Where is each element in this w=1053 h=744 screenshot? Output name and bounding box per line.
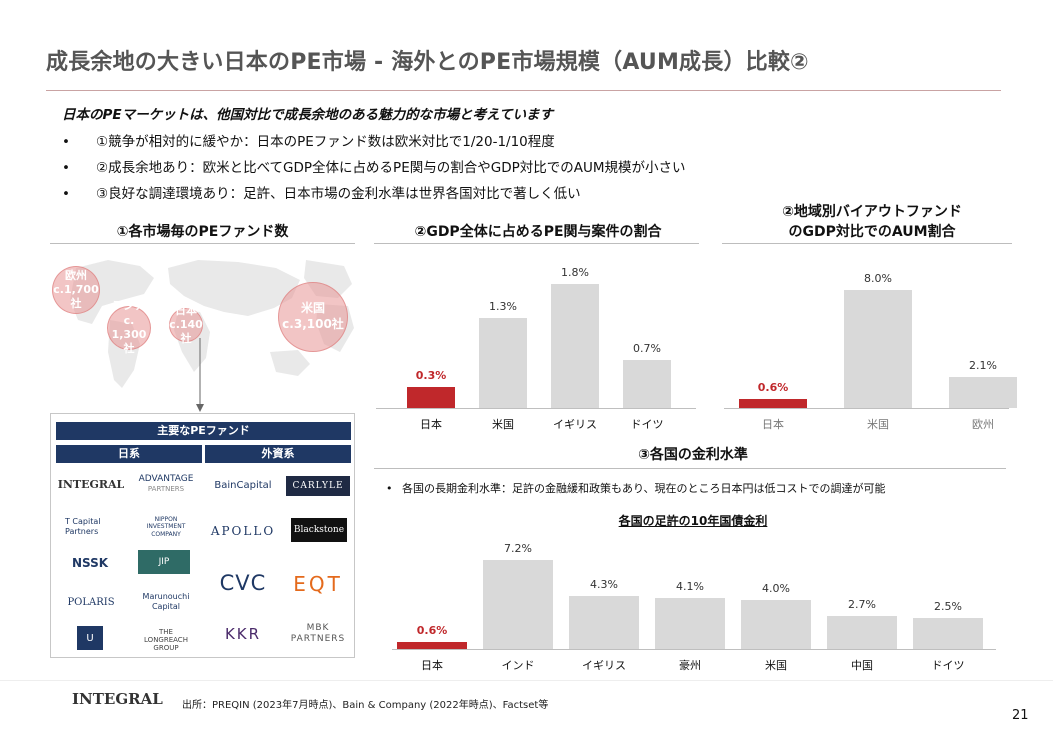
logo-blackstone: Blackstone [291,518,347,542]
logo-integral: INTEGRAL [57,477,125,491]
chart-category-label: 米国 [765,659,787,672]
logo-apollo: APOLLO [210,524,276,538]
chart-value-label: 7.2% [504,542,532,555]
bullet-item: • ③良好な調達環境あり：足許、日本市場の金利水準は世界各国対比で著しく低い [62,186,581,202]
chart-bar [827,615,897,649]
chart-category-label: インド [501,659,535,672]
chart-bar [844,290,912,408]
funds-domestic-header: 日系 [56,445,202,463]
bullet-item: • ①競争が相対的に緩やか：日本のPEファンド数は欧米対比で1/20-1/10程度 [62,134,555,150]
chart-value-label: 4.1% [676,580,704,594]
logo-u-mark: U [77,626,103,650]
chart-bar [483,560,553,649]
chart2-underline [722,243,1012,244]
chart-bar [551,284,599,408]
logo-bain-capital: BainCapital [214,479,272,491]
bubble-japan: 日本 c.140社 [169,303,203,346]
chart1-underline [374,243,699,244]
logo-carlyle: CARLYLE [286,476,350,496]
chart-value-label: 0.6% [416,623,448,637]
logo-t-capital: T Capital Partners [65,517,101,536]
logo-advantage: ADVANTAGE PARTNERS [138,474,194,494]
chart-bar [407,387,455,408]
section3-title: ③各国の金利水準 [638,447,748,463]
logo-jip: JIP [138,550,190,574]
chart-category-label: 日本 [421,659,443,672]
funds-foreign-header: 外資系 [205,445,351,463]
chart-value-label: 1.8% [561,266,589,279]
chart-category-label: ドイツ [931,659,965,672]
chart-bar [569,595,639,649]
chart-category-label: 日本 [420,418,442,431]
page-number: 21 [1012,708,1029,723]
chart-bar [741,599,811,649]
chart-bar [479,318,527,408]
footer-logo: INTEGRAL [72,690,163,708]
chart-value-label: 4.3% [590,577,618,591]
chart-category-label: ドイツ [630,418,664,431]
chart-value-label: 2.5% [934,600,962,614]
chart1-title: ②GDP全体に占めるPE関与案件の割合 [414,224,662,240]
chart-category-label: イギリス [553,418,597,431]
chart-value-label: 4.0% [762,581,790,595]
funds-header: 主要なPEファンド [56,422,351,440]
chart-category-label: 豪州 [679,659,701,672]
chart-value-label: 2.1% [969,359,997,373]
chart-axis-line [724,408,1009,409]
chart-bar [739,399,807,408]
footer-divider [0,680,1053,681]
chart2-title: ②地域別バイアウトファンド のGDP対比でのAUM割合 [782,204,962,240]
logo-eqt: EQT [293,572,343,596]
logo-kkr: KKR [224,625,262,643]
logo-polaris: POLARIS [67,596,115,608]
section1-title: ①各市場毎のPEファンド数 [116,224,289,240]
major-funds-box: 主要なPEファンド 日系 外資系 INTEGRAL ADVANTAGE PARTN… [50,413,355,658]
section3-underline [374,468,1006,469]
chart-bar [655,598,725,649]
chart-value-label: 0.6% [757,381,789,395]
logo-nippon-investment: NIPPON INVESTMENT COMPANY [146,516,186,538]
page-title: 成長余地の大きい日本のPE市場 - 海外とのPE市場規模（AUM成長）比較② [46,50,809,75]
lead-text: 日本のPEマーケットは、他国対比で成長余地のある魅力的な市場と考えています [62,107,553,123]
bubble-usa: 米国 c.3,100社 [278,282,348,352]
chart-category-label: 米国 [867,418,889,431]
chart-axis-line [392,649,996,650]
title-divider [46,90,1001,91]
chart-category-label: 日本 [762,418,784,431]
footer-source: 出所：PREQIN (2023年7月時点)、Bain & Company (20… [182,700,549,711]
chart-category-label: 米国 [492,418,514,431]
section1-underline [50,243,355,244]
japan-arrow [196,338,204,412]
chart-axis-line [376,408,696,409]
logo-longreach: THE LONGREACH GROUP [144,627,188,653]
chart-value-label: 0.3% [415,369,447,383]
chart-category-label: 欧州 [972,418,994,431]
logo-marunouchi: Marunouchi Capital [142,592,190,611]
chart-bar [913,618,983,649]
chart-category-label: 中国 [851,659,873,672]
chart-value-label: 0.7% [633,341,661,355]
bubble-europe: 欧州 c.1,700社 [52,266,100,314]
bubble-asia: アジア c. 1,300社 [107,299,151,355]
bullet-item: • ②成長余地あり：欧米と比べてGDP全体に占めるPE関与の割合やGDP対比でのA… [62,160,686,176]
chart-value-label: 1.3% [489,300,517,314]
logo-mbk: MBK PARTNERS [290,623,346,644]
chart-category-label: イギリス [582,659,626,672]
chart-bar [949,377,1017,408]
chart3-title: 各国の足許の10年国債金利 [618,514,768,528]
logo-nssk: NSSK [71,556,109,570]
chart-value-label: 2.7% [848,597,876,611]
chart-value-label: 8.0% [864,272,892,285]
chart-bar [397,641,467,649]
logo-cvc: CVC [219,571,267,595]
section3-note: • 各国の長期金利水準：足許の金融緩和政策もあり、現在のところ日本円は低コストでの… [386,482,886,495]
chart-bar [623,359,671,408]
